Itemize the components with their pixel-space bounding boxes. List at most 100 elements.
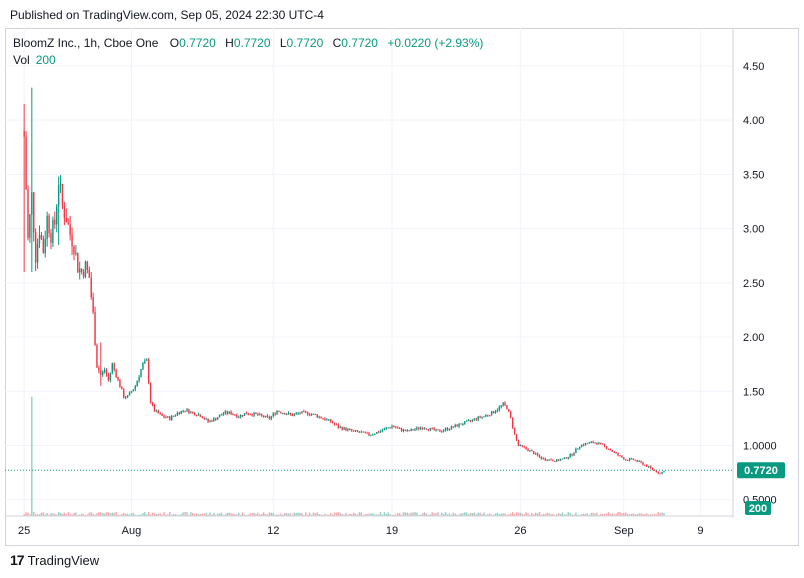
candle-body	[149, 383, 152, 403]
candle-body	[192, 411, 194, 413]
volume-bar	[607, 512, 610, 516]
volume-bar	[197, 513, 200, 516]
volume-bar	[207, 514, 209, 516]
volume-bar	[280, 513, 282, 516]
volume-bar	[88, 512, 91, 516]
candle-body	[433, 428, 435, 431]
volume-bar	[34, 514, 37, 516]
volume-bar	[425, 513, 428, 516]
y-tick-label: 2.50	[743, 278, 764, 290]
candle-body	[360, 431, 363, 433]
last-price-badge-label: 0.7720	[744, 465, 778, 477]
volume-bar	[170, 514, 173, 516]
candle-body	[328, 419, 330, 421]
volume-bar	[379, 512, 382, 516]
candle-body	[312, 413, 315, 415]
volume-bar	[98, 512, 100, 516]
candle-body	[303, 411, 305, 413]
candle-body	[326, 419, 328, 421]
volume-bar	[506, 514, 508, 516]
tradingview-logo-icon: 17	[10, 552, 25, 568]
volume-bar	[533, 514, 535, 516]
volume-bar	[640, 513, 642, 516]
volume-bar	[69, 513, 71, 516]
volume-bar	[385, 513, 387, 516]
volume-bar	[456, 514, 458, 516]
candle-body	[264, 415, 267, 418]
candle-body	[456, 424, 458, 427]
price-chart[interactable]: 4.504.003.503.002.502.001.501.00000.5000…	[5, 28, 799, 546]
candle-body	[517, 439, 520, 446]
candle-body	[253, 412, 255, 416]
volume-bar	[159, 513, 161, 516]
candle-body	[301, 411, 303, 414]
candle-body	[90, 277, 92, 298]
candle-body	[548, 459, 550, 461]
volume-bar	[567, 512, 569, 516]
candle-body	[603, 444, 606, 447]
volume-bar	[374, 514, 376, 516]
volume-bar	[563, 514, 566, 516]
volume-bar	[67, 512, 69, 516]
candle-body	[490, 411, 493, 416]
candle-body	[389, 427, 391, 429]
candle-body	[544, 458, 546, 461]
volume-bar	[571, 514, 573, 516]
volume-bar	[264, 514, 267, 516]
volume-bar	[659, 513, 661, 516]
axis-badges: 0.7720 200	[737, 462, 785, 515]
volume-bar	[619, 512, 621, 516]
volume-bar	[642, 513, 644, 516]
candle-body	[337, 424, 340, 428]
x-tick-label: Sep	[614, 525, 634, 537]
candle-body	[126, 395, 129, 398]
candle-body	[500, 405, 502, 407]
x-tick-label: 9	[697, 525, 703, 537]
candle-body	[232, 414, 234, 416]
volume-bar	[306, 514, 309, 516]
volume-bar	[132, 512, 135, 516]
candle-body	[644, 464, 646, 466]
candle-body	[626, 459, 629, 461]
candle-body	[195, 415, 198, 417]
candle-body	[582, 444, 585, 446]
candle-body	[427, 429, 430, 431]
candle-body	[460, 423, 462, 425]
candle-body	[640, 460, 642, 463]
candle-body	[513, 427, 516, 435]
volume-bar	[586, 512, 589, 516]
candle-body	[239, 414, 242, 418]
volume-bar	[195, 513, 198, 516]
volume-bar	[193, 514, 196, 516]
volume-bar	[611, 513, 614, 516]
volume-bar	[349, 513, 351, 516]
candle-body	[571, 454, 573, 456]
candle-body	[494, 411, 497, 413]
volume-value: 200	[35, 53, 56, 67]
volume-bar	[569, 512, 571, 516]
volume-bar	[61, 513, 64, 516]
footer[interactable]: 17 TradingView	[10, 552, 99, 568]
volume-bar	[649, 514, 652, 516]
candle-body	[333, 423, 336, 425]
volume-bar	[431, 512, 433, 516]
volume-bar	[460, 512, 462, 516]
volume-bar	[184, 512, 186, 516]
volume-bar	[441, 512, 443, 516]
candle-body	[421, 427, 424, 429]
candle-body	[161, 413, 163, 416]
candle-body	[502, 402, 504, 406]
volume-bar	[414, 512, 416, 516]
candle-body	[335, 424, 338, 426]
volume-bar	[232, 513, 234, 516]
candle-body	[331, 421, 334, 424]
volume-bar	[362, 514, 364, 516]
volume-bar	[94, 514, 96, 516]
volume-bar	[123, 512, 125, 516]
volume-bar	[249, 513, 251, 516]
candle-body	[557, 459, 560, 461]
volume-bar	[253, 513, 255, 516]
volume-bar	[260, 513, 263, 516]
candle-body	[197, 414, 200, 416]
volume-bar	[490, 514, 493, 516]
